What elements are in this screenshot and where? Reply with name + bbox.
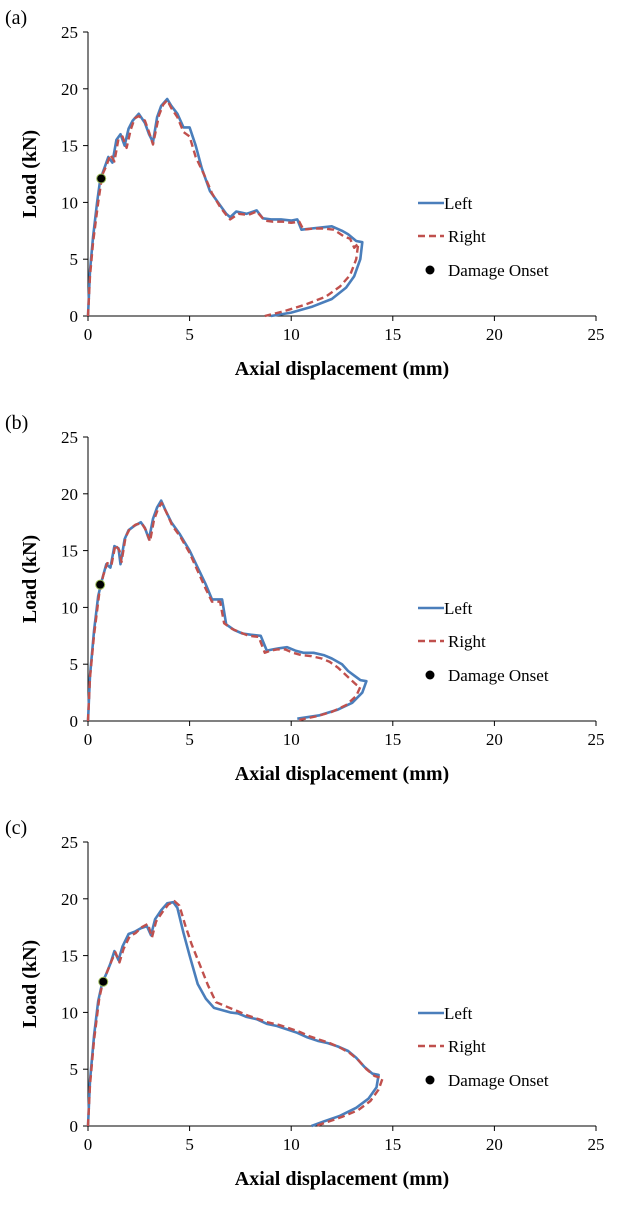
x-tick-label: 5 <box>185 325 194 344</box>
series-line-left <box>86 499 368 722</box>
damage-onset-marker <box>98 976 109 987</box>
legend-label-damage: Damage Onset <box>448 1071 549 1090</box>
y-tick-label: 10 <box>61 193 78 212</box>
y-tick-label: 15 <box>61 542 78 561</box>
y-tick-label: 0 <box>70 1117 79 1136</box>
legend-swatch-damage <box>425 670 435 680</box>
chart-a-svg: (a) 0 5 10 15 20 25 0 5 10 15 20 25 Axial displacemen… <box>5 7 605 380</box>
y-tick-label: 5 <box>70 655 79 674</box>
legend-label-right: Right <box>448 1037 486 1056</box>
legend-swatch-damage <box>425 265 435 275</box>
x-axis-title: Axial displacement (mm) <box>235 1168 449 1190</box>
y-tick-label: 5 <box>70 1060 79 1079</box>
y-axis-title: Load (kN) <box>19 130 41 218</box>
x-tick-label: 20 <box>486 730 503 749</box>
legend-swatch-damage <box>425 1075 435 1085</box>
x-tick-label: 0 <box>84 1135 93 1154</box>
legend-label-left: Left <box>444 194 473 213</box>
panel-label-a: (a) <box>5 7 27 29</box>
chart-b-svg: (b) 0 5 10 15 20 25 0 5 10 15 20 25 Axial displacemen… <box>5 412 605 785</box>
series-line-right <box>86 899 384 1128</box>
chart-panel-c: (c) 0 5 10 15 20 25 0 5 10 15 20 25 Axial displacemen… <box>0 810 620 1210</box>
x-tick-label: 10 <box>283 325 300 344</box>
x-tick-label: 5 <box>185 730 194 749</box>
legend-label-right: Right <box>448 632 486 651</box>
x-tick-label: 15 <box>384 325 401 344</box>
x-tick-label: 10 <box>283 1135 300 1154</box>
y-tick-label: 20 <box>61 80 78 99</box>
y-tick-label: 15 <box>61 137 78 156</box>
x-tick-label: 20 <box>486 325 503 344</box>
panel-label-b: (b) <box>5 412 28 434</box>
x-tick-label: 25 <box>588 325 605 344</box>
y-tick-label: 0 <box>70 307 79 326</box>
x-axis-title: Axial displacement (mm) <box>235 358 449 380</box>
y-tick-label: 10 <box>61 598 78 617</box>
legend-label-damage: Damage Onset <box>448 261 549 280</box>
legend-label-damage: Damage Onset <box>448 666 549 685</box>
y-tick-label: 25 <box>61 23 78 42</box>
x-tick-label: 10 <box>283 730 300 749</box>
y-tick-label: 25 <box>61 428 78 447</box>
series-line-right <box>86 99 360 318</box>
y-tick-label: 15 <box>61 947 78 966</box>
y-tick-label: 10 <box>61 1003 78 1022</box>
panel-label-c: (c) <box>5 817 27 839</box>
y-tick-label: 20 <box>61 485 78 504</box>
y-tick-label: 5 <box>70 250 79 269</box>
legend-label-left: Left <box>444 1004 473 1023</box>
y-axis-title: Load (kN) <box>19 940 41 1028</box>
y-axis-title: Load (kN) <box>19 535 41 623</box>
chart-panel-a: (a) 0 5 10 15 20 25 0 5 10 15 20 25 Axial displacemen… <box>0 0 620 400</box>
x-tick-label: 15 <box>384 730 401 749</box>
x-tick-label: 20 <box>486 1135 503 1154</box>
y-tick-label: 20 <box>61 890 78 909</box>
chart-c-svg: (c) 0 5 10 15 20 25 0 5 10 15 20 25 Axial displacemen… <box>5 817 605 1190</box>
legend-label-right: Right <box>448 227 486 246</box>
series-line-left <box>86 97 364 318</box>
x-tick-label: 25 <box>588 1135 605 1154</box>
x-tick-label: 0 <box>84 730 93 749</box>
chart-panel-b: (b) 0 5 10 15 20 25 0 5 10 15 20 25 Axial displacemen… <box>0 405 620 805</box>
y-tick-label: 0 <box>70 712 79 731</box>
x-tick-label: 5 <box>185 1135 194 1154</box>
legend-label-left: Left <box>444 599 473 618</box>
damage-onset-marker <box>96 173 107 184</box>
damage-onset-marker <box>95 579 106 590</box>
x-axis-title: Axial displacement (mm) <box>235 763 449 785</box>
x-tick-label: 25 <box>588 730 605 749</box>
series-line-right <box>86 501 362 722</box>
y-tick-label: 25 <box>61 833 78 852</box>
x-tick-label: 15 <box>384 1135 401 1154</box>
x-tick-label: 0 <box>84 325 93 344</box>
series-line-left <box>86 900 380 1128</box>
